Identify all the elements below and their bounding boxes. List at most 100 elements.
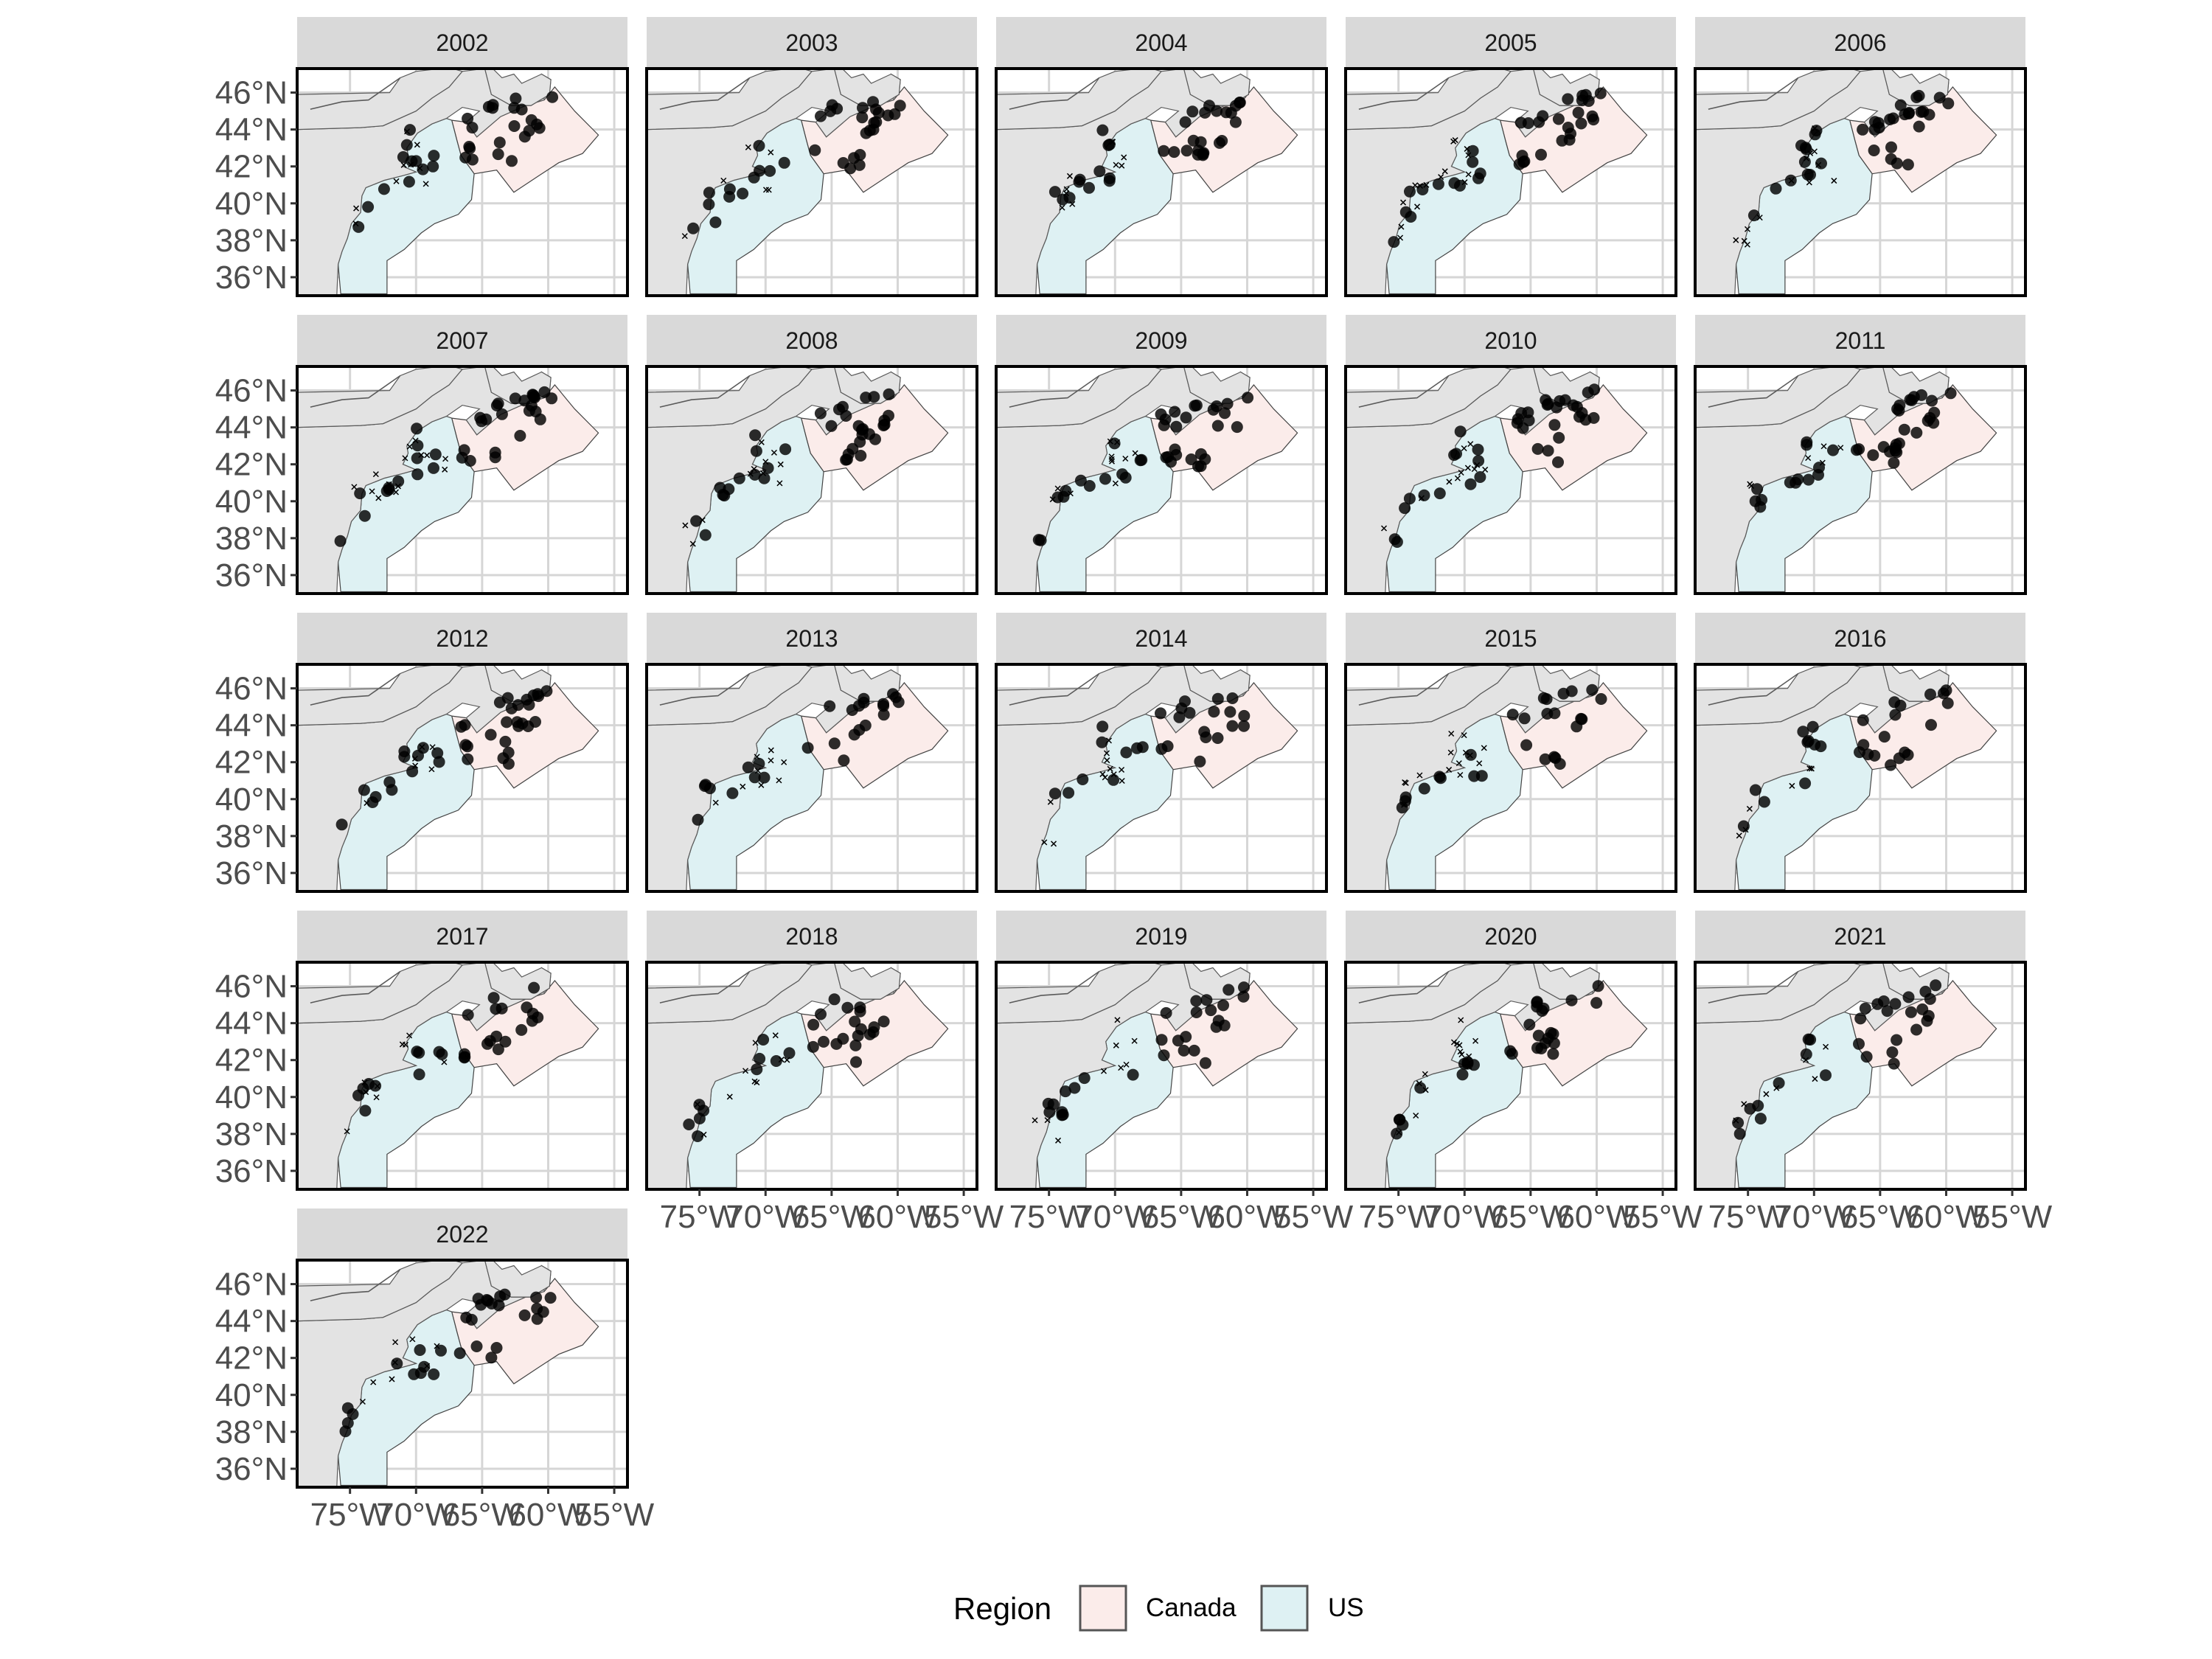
point-cross	[742, 1068, 749, 1074]
point-circle	[1391, 1127, 1403, 1140]
point-circle	[526, 1015, 538, 1027]
point-cross	[373, 1094, 380, 1101]
point-circle	[495, 408, 508, 420]
point-circle	[1590, 997, 1603, 1009]
point-circle	[726, 787, 739, 799]
point-circle	[410, 155, 422, 167]
point-cross	[1423, 181, 1430, 188]
point-circle	[1034, 534, 1047, 546]
y-tick-label: 36°N	[215, 1451, 288, 1487]
point-circle	[753, 757, 765, 770]
river-line	[310, 970, 401, 1004]
point-cross	[784, 1057, 790, 1063]
facet-strip	[1346, 613, 1676, 664]
point-circle	[857, 102, 869, 114]
point-circle	[1556, 134, 1568, 147]
point-circle	[1554, 758, 1566, 770]
point-circle	[783, 1047, 796, 1060]
point-circle	[1238, 720, 1250, 732]
point-cross	[740, 783, 746, 790]
facet-plot-area	[296, 67, 629, 297]
river-line	[659, 375, 751, 408]
point-circle	[878, 414, 891, 427]
point-cross	[1465, 171, 1472, 178]
facet-panel: 2017 36°N38°N40°N42°N44°N46°N	[215, 911, 629, 1191]
point-circle	[779, 443, 792, 456]
point-cross	[776, 480, 783, 487]
point-cross	[1399, 199, 1407, 206]
point-cross	[1119, 162, 1125, 169]
facet-plot-area	[645, 67, 978, 297]
point-circle	[1131, 742, 1143, 754]
point-circle	[778, 156, 790, 169]
land-mass	[833, 664, 901, 702]
point-circle	[1189, 400, 1201, 412]
point-circle	[383, 481, 395, 494]
land-mass	[996, 366, 1163, 428]
point-circle	[1107, 773, 1120, 786]
point-cross	[726, 1093, 733, 1100]
point-cross	[1455, 760, 1462, 767]
point-cross	[1807, 150, 1814, 156]
river-line	[1708, 77, 1799, 110]
facet-plot-area	[1344, 663, 1677, 893]
point-circle	[512, 699, 524, 712]
river-line	[1708, 672, 1799, 706]
point-circle	[1802, 473, 1815, 486]
point-circle	[428, 462, 439, 474]
x-tick-label: 60°W	[1557, 1199, 1637, 1235]
point-circle	[1871, 998, 1884, 1010]
panel-border	[1694, 961, 2027, 1191]
point-circle	[1535, 148, 1547, 161]
point-circle	[1158, 419, 1170, 431]
point-cross	[429, 744, 436, 751]
point-cross	[442, 466, 448, 473]
point-circle	[723, 183, 736, 195]
point-circle	[1565, 994, 1578, 1006]
point-circle	[1868, 145, 1880, 156]
point-circle	[502, 757, 515, 770]
point-cross	[1108, 456, 1115, 462]
observation-points	[1732, 979, 1942, 1140]
point-cross	[1380, 525, 1388, 532]
panel-border	[645, 67, 978, 297]
point-circle	[1536, 1005, 1548, 1017]
point-circle	[1812, 469, 1824, 481]
point-circle	[1806, 720, 1819, 733]
point-cross	[417, 165, 423, 172]
facet-plot-area	[296, 961, 629, 1191]
point-circle	[1397, 1119, 1409, 1131]
point-cross	[1438, 174, 1444, 181]
point-circle	[754, 1052, 766, 1065]
point-circle	[493, 696, 506, 709]
point-circle	[1798, 156, 1811, 168]
x-tick-label: 75°W	[1708, 1199, 1789, 1235]
point-circle	[490, 1003, 502, 1015]
x-tick-label: 65°W	[1141, 1199, 1222, 1235]
point-circle	[1221, 397, 1234, 410]
land-mass	[1183, 69, 1251, 106]
point-circle	[872, 107, 885, 119]
point-cross	[1464, 465, 1471, 471]
point-cross	[406, 443, 413, 450]
point-circle	[1096, 124, 1109, 136]
facet-strip	[297, 613, 627, 664]
river-line	[1009, 77, 1100, 110]
panel-border	[1694, 67, 2027, 297]
point-circle	[1902, 748, 1914, 761]
point-circle	[1758, 796, 1770, 808]
point-cross	[1059, 204, 1065, 211]
facet-plot-area	[296, 365, 629, 595]
facet-plot-area	[1344, 67, 1677, 297]
point-cross	[1472, 1037, 1479, 1044]
panel-border	[1344, 67, 1677, 297]
point-cross	[1067, 490, 1074, 497]
point-circle	[359, 1105, 372, 1117]
point-circle	[1548, 419, 1561, 431]
point-circle	[417, 163, 429, 175]
point-circle	[1211, 420, 1224, 432]
point-circle	[534, 413, 546, 425]
point-circle	[490, 400, 503, 411]
facet-strip-label: 2002	[436, 29, 488, 56]
